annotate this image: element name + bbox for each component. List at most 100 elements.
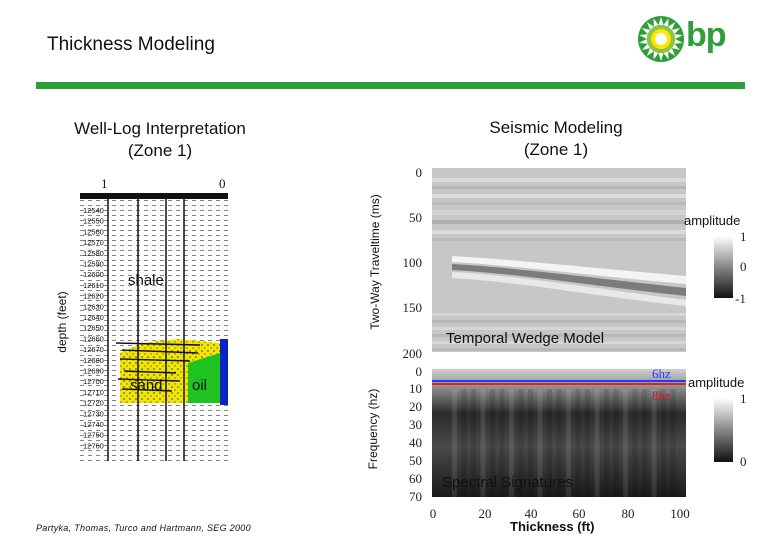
spectral-stripe — [547, 389, 552, 497]
spectral-stripe — [623, 389, 628, 497]
depth-label: 12760 — [83, 441, 104, 450]
bp-wordmark: bp — [686, 16, 727, 54]
red-line-label: 8hz — [652, 388, 671, 403]
well-log-scale-right: 0 — [219, 176, 226, 191]
thickness-tick: 0 — [429, 506, 437, 521]
depth-label: 12690 — [83, 367, 104, 376]
thickness-axis-label: Thickness (ft) — [510, 519, 595, 534]
bp-sun-logo-icon — [638, 16, 684, 62]
time-tick: 100 — [402, 255, 423, 270]
shale-background — [80, 199, 228, 461]
sun-ray — [641, 28, 651, 35]
spectral-stripe — [604, 389, 609, 497]
shale-label: shale — [128, 272, 164, 289]
depth-label: 12560 — [83, 227, 104, 236]
sun-ray — [653, 18, 659, 27]
freq-tick: 20 — [409, 399, 422, 414]
seismic-heading: Seismic Modeling (Zone 1) — [446, 117, 666, 161]
thickness-tick: 60 — [572, 506, 586, 521]
freq-tick: 60 — [409, 471, 422, 486]
spectral-stripe — [509, 389, 514, 497]
depth-label: 12600 — [83, 270, 104, 279]
thickness-tick: 100 — [670, 506, 690, 521]
depth-label: 12590 — [83, 260, 104, 269]
freq-tick: 0 — [415, 364, 423, 379]
amp-colorbar-top — [714, 236, 733, 298]
sun-ray — [668, 48, 676, 56]
spectral-stripe — [670, 389, 676, 497]
sun-ray — [639, 34, 648, 40]
oil-label: oil — [192, 377, 208, 394]
amp-tick-top: 1 — [740, 229, 747, 244]
time-tick: 50 — [409, 210, 422, 225]
spectral-stripe — [490, 389, 495, 497]
spectral-stripe — [518, 389, 524, 497]
spectral-label: Spectral Signatures — [442, 474, 573, 491]
sun-ray — [674, 34, 683, 40]
wedge-band — [432, 238, 686, 241]
wedge-band — [432, 194, 686, 198]
wedge-reflector-dark — [452, 264, 686, 296]
spectral-image — [432, 369, 686, 497]
amp-label-top: amplitude — [684, 213, 741, 228]
wedge-reflector-light — [452, 272, 686, 306]
wedge-band — [432, 313, 686, 316]
depth-label: 12750 — [83, 431, 104, 440]
sun-ray — [658, 53, 664, 61]
wedge-band — [432, 327, 686, 330]
spectral-stripe — [585, 389, 590, 497]
spectral-stripe — [661, 389, 666, 497]
depth-label: 12730 — [83, 409, 104, 418]
seismic-heading-line1: Seismic Modeling — [489, 118, 623, 137]
seismic-heading-line2: (Zone 1) — [523, 140, 589, 159]
sun-ray — [663, 51, 669, 60]
wedge-band — [432, 186, 686, 189]
wedge-band — [432, 178, 686, 182]
header-rule — [36, 82, 745, 89]
amp-tick-bottom-0: 0 — [740, 454, 747, 469]
sun-ray — [641, 43, 651, 50]
spectral-stripe — [642, 389, 647, 497]
freq-tick: 10 — [409, 381, 422, 396]
time-tick: 0 — [415, 165, 423, 180]
wedge-reflector-light — [452, 256, 686, 284]
depth-label: 12670 — [83, 345, 104, 354]
wedge-band — [432, 348, 686, 351]
page-title: Thickness Modeling — [47, 34, 215, 55]
spectral-stripe — [480, 389, 486, 497]
well-log-scale-left: 1 — [101, 176, 108, 191]
amp-tick-bottom-1: 1 — [740, 391, 747, 406]
wedge-band — [432, 320, 686, 323]
depth-label: 12550 — [83, 217, 104, 226]
thickness-tick: 40 — [524, 506, 538, 521]
well-log-heading: Well-Log Interpretation (Zone 1) — [40, 118, 280, 162]
time-tick: 150 — [402, 300, 423, 315]
sun-ray — [653, 51, 659, 60]
credit-text: Partyka, Thomas, Turco and Hartmann, SEG… — [36, 523, 251, 533]
wedge-band — [432, 210, 686, 215]
freq-tick: 40 — [409, 435, 422, 450]
spectral-stripe — [566, 389, 571, 497]
spectral-stripe — [632, 389, 638, 497]
depth-label: 12620 — [83, 292, 104, 301]
sun-ray — [671, 28, 681, 35]
sun-ray — [646, 22, 654, 30]
time-tick: 200 — [402, 346, 423, 361]
time-axis-label: Two-Way Traveltime (ms) — [368, 194, 382, 330]
log-streaks — [115, 342, 201, 392]
sun-ray — [658, 17, 664, 25]
spectral-stripe — [471, 389, 476, 497]
spectral-stripe — [499, 389, 505, 497]
wedge-band — [432, 220, 686, 224]
depth-label: 12630 — [83, 302, 104, 311]
spectral-stripe — [461, 389, 467, 497]
spectral-stripe — [452, 389, 457, 497]
thickness-tick: 80 — [621, 506, 635, 521]
wedge-band — [432, 230, 686, 234]
spectral-stripe — [556, 389, 562, 497]
freq-axis-label: Frequency (hz) — [366, 388, 380, 470]
spectral-stripe — [613, 389, 619, 497]
spectral-stripe — [537, 389, 543, 497]
